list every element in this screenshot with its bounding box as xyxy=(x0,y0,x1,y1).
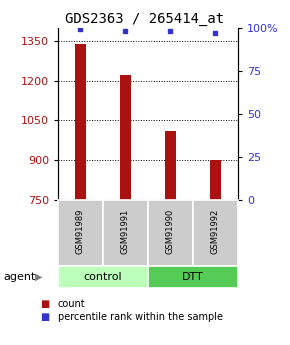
Text: ■: ■ xyxy=(41,299,50,308)
Bar xyxy=(120,75,131,200)
Bar xyxy=(58,266,148,288)
Bar xyxy=(165,131,176,200)
Text: percentile rank within the sample: percentile rank within the sample xyxy=(58,312,223,322)
Bar xyxy=(193,200,238,266)
Text: GSM91992: GSM91992 xyxy=(211,209,220,254)
Bar xyxy=(148,200,193,266)
Bar xyxy=(103,200,148,266)
Bar xyxy=(58,200,103,266)
Text: agent: agent xyxy=(3,272,35,282)
Text: count: count xyxy=(58,299,86,308)
Text: GSM91991: GSM91991 xyxy=(121,209,130,254)
Text: ■: ■ xyxy=(41,312,50,322)
Text: DTT: DTT xyxy=(182,272,204,282)
Text: control: control xyxy=(84,272,122,282)
Text: GSM91989: GSM91989 xyxy=(76,209,85,254)
Bar xyxy=(210,160,221,200)
Text: GDS2363 / 265414_at: GDS2363 / 265414_at xyxy=(66,12,224,26)
Bar xyxy=(75,43,86,200)
Text: GSM91990: GSM91990 xyxy=(166,209,175,254)
Bar xyxy=(148,266,238,288)
Text: ▶: ▶ xyxy=(35,272,43,282)
